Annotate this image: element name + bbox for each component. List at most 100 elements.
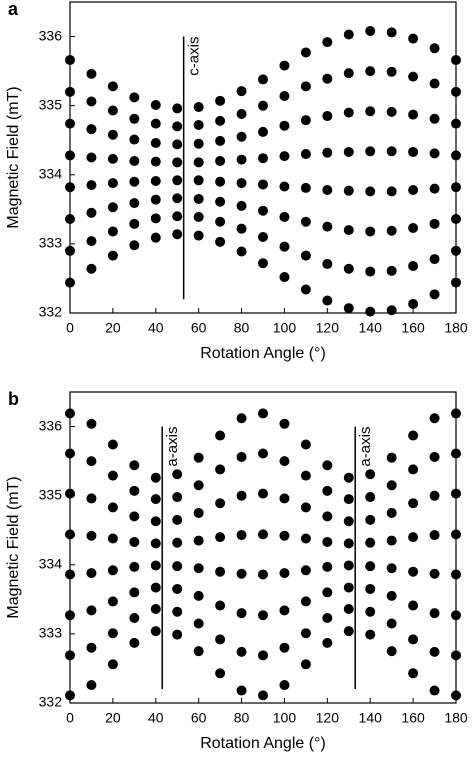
- data-point: [408, 532, 419, 543]
- data-point: [107, 439, 118, 450]
- data-point: [215, 430, 226, 441]
- data-point: [258, 650, 268, 661]
- data-point: [107, 178, 118, 189]
- x-tick-label: 140: [359, 710, 383, 726]
- data-point: [429, 113, 440, 124]
- data-point: [322, 37, 333, 48]
- data-point: [86, 642, 97, 653]
- data-point: [150, 156, 161, 167]
- data-point: [172, 229, 183, 240]
- data-point: [300, 502, 311, 513]
- data-point: [193, 563, 204, 574]
- data-point: [150, 472, 161, 483]
- data-point: [258, 408, 268, 419]
- data-point: [150, 560, 161, 571]
- data-point: [300, 81, 311, 92]
- axis-marker-label: a-axis: [164, 427, 181, 467]
- data-point: [215, 566, 226, 577]
- data-point: [386, 480, 397, 491]
- data-point: [300, 115, 311, 126]
- x-tick-label: 40: [148, 710, 164, 726]
- data-point: [451, 448, 461, 459]
- x-tick-label: 180: [444, 320, 468, 336]
- data-point: [129, 218, 140, 229]
- y-axis-label: Magnetic Field (mT): [5, 86, 22, 228]
- data-point: [107, 628, 118, 639]
- data-point: [279, 568, 290, 579]
- data-point: [451, 150, 461, 161]
- x-tick-label: 100: [273, 320, 297, 336]
- data-point: [172, 561, 183, 572]
- data-point: [365, 561, 376, 572]
- data-point: [172, 193, 183, 204]
- data-point: [429, 685, 440, 696]
- data-point: [65, 182, 75, 193]
- data-point: [129, 92, 140, 103]
- data-point: [451, 488, 461, 499]
- data-point: [429, 218, 440, 229]
- data-point: [107, 105, 118, 116]
- data-point: [86, 180, 97, 191]
- x-tick-label: 140: [359, 320, 383, 336]
- data-point: [193, 480, 204, 491]
- data-point: [300, 628, 311, 639]
- data-point: [365, 186, 376, 197]
- data-point: [258, 179, 268, 190]
- data-point: [65, 245, 75, 256]
- data-point: [258, 100, 268, 111]
- data-point: [86, 456, 97, 467]
- data-point: [279, 90, 290, 101]
- data-point: [365, 583, 376, 594]
- data-point: [258, 448, 268, 459]
- data-point: [386, 535, 397, 546]
- data-point: [279, 211, 290, 222]
- data-point: [322, 111, 333, 122]
- data-point: [365, 492, 376, 503]
- data-point: [322, 221, 333, 232]
- data-point: [343, 516, 354, 527]
- data-point: [236, 200, 247, 211]
- data-point: [386, 452, 397, 463]
- data-point: [258, 569, 268, 580]
- data-point: [172, 157, 183, 168]
- data-point: [300, 250, 311, 261]
- data-point: [386, 66, 397, 77]
- data-point: [386, 106, 397, 117]
- data-point: [408, 668, 419, 679]
- data-point: [193, 618, 204, 629]
- data-point: [365, 266, 376, 277]
- data-point: [343, 107, 354, 118]
- data-point: [300, 470, 311, 481]
- data-point: [215, 216, 226, 227]
- data-point: [129, 637, 140, 648]
- data-point: [86, 568, 97, 579]
- data-point: [279, 418, 290, 429]
- data-point: [172, 175, 183, 186]
- data-point: [451, 86, 461, 97]
- data-point: [193, 590, 204, 601]
- data-point: [343, 560, 354, 571]
- data-point: [429, 608, 440, 619]
- data-point: [193, 211, 204, 222]
- data-point: [172, 583, 183, 594]
- data-point: [279, 605, 290, 616]
- x-tick-label: 40: [148, 320, 164, 336]
- data-point: [65, 488, 75, 499]
- data-point: [279, 181, 290, 192]
- data-point: [429, 568, 440, 579]
- data-point: [150, 175, 161, 186]
- data-point: [300, 596, 311, 607]
- data-point: [129, 460, 140, 471]
- data-point: [343, 303, 354, 314]
- data-point: [343, 225, 354, 236]
- data-point: [150, 118, 161, 129]
- data-point: [107, 129, 118, 140]
- data-point: [386, 590, 397, 601]
- data-point: [451, 690, 461, 701]
- data-point: [258, 205, 268, 216]
- data-point: [386, 646, 397, 657]
- y-tick-label: 332: [39, 304, 63, 320]
- data-point: [107, 565, 118, 576]
- data-point: [150, 538, 161, 549]
